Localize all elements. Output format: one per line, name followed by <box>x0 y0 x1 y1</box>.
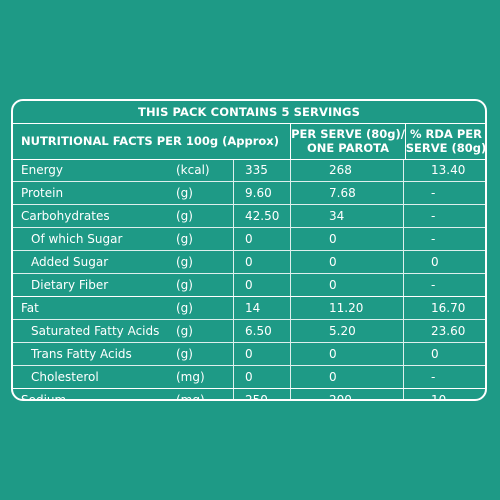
per-100g-value: 0 <box>233 343 289 365</box>
nutrient-name: Carbohydrates <box>21 209 110 223</box>
rda-value: 0 <box>431 255 439 269</box>
nutrient-name: Added Sugar <box>31 255 109 269</box>
per-serve-value: 7.68 <box>290 182 404 204</box>
rda-value: 0 <box>431 347 439 361</box>
rda-header-line1: % RDA PER <box>410 127 482 141</box>
nutrient-unit: (g) <box>176 324 193 338</box>
nutrition-facts-table: THIS PACK CONTAINS 5 SERVINGS NUTRITIONA… <box>11 99 487 401</box>
rda-header-line2: SERVE (80g) <box>405 141 487 155</box>
nutrient-unit: (g) <box>176 186 193 200</box>
row-trans-fatty-acids: Trans Fatty Acids (g) 0 0 0 <box>13 343 485 366</box>
nutrient-name: Dietary Fiber <box>31 278 109 292</box>
rda-value: - <box>431 370 436 384</box>
rda-value: - <box>431 278 436 292</box>
per-100g-value: 250 <box>233 389 289 399</box>
servings-banner: THIS PACK CONTAINS 5 SERVINGS <box>13 101 485 124</box>
nutrition-label-header: NUTRITIONAL FACTS PER 100g (Approx) <box>21 134 279 148</box>
nutrient-name: Saturated Fatty Acids <box>31 324 160 338</box>
per-serve-value: 34 <box>290 205 404 227</box>
row-cholesterol: Cholesterol (mg) 0 0 - <box>13 366 485 389</box>
nutrient-unit: (g) <box>176 255 193 269</box>
nutrient-name: Fat <box>21 301 39 315</box>
per-100g-value: 0 <box>233 228 289 250</box>
row-fat: Fat (g) 14 11.20 16.70 <box>13 297 485 320</box>
per-100g-value: 42.50 <box>233 205 289 227</box>
row-of-which-sugar: Of which Sugar (g) 0 0 - <box>13 228 485 251</box>
per-serve-value: 0 <box>290 274 404 296</box>
per-serve-value: 0 <box>290 366 404 388</box>
nutrient-name: Sodium <box>21 393 67 401</box>
row-dietary-fiber: Dietary Fiber (g) 0 0 - <box>13 274 485 297</box>
rda-value: 13.40 <box>431 163 466 177</box>
per-100g-value: 9.60 <box>233 182 289 204</box>
table-header-row: NUTRITIONAL FACTS PER 100g (Approx) PER … <box>13 123 485 160</box>
nutrient-unit: (g) <box>176 232 193 246</box>
per-100g-value: 335 <box>233 159 289 181</box>
per-serve-value: 11.20 <box>290 297 404 319</box>
rda-value: 23.60 <box>431 324 466 338</box>
per-serve-value: 200 <box>290 389 404 399</box>
per-serve-header-line1: PER SERVE (80g)/ <box>291 127 405 141</box>
rda-value: 16.70 <box>431 301 466 315</box>
rda-value: - <box>431 232 436 246</box>
per-serve-value: 5.20 <box>290 320 404 342</box>
nutrient-unit: (mg) <box>176 393 205 401</box>
rda-value: - <box>431 209 436 223</box>
nutrient-name: Protein <box>21 186 64 200</box>
per-100g-value: 14 <box>233 297 289 319</box>
nutrient-unit: (g) <box>176 209 193 223</box>
row-protein: Protein (g) 9.60 7.68 - <box>13 182 485 205</box>
per-serve-value: 268 <box>290 159 404 181</box>
row-energy: Energy (kcal) 335 268 13.40 <box>13 159 485 182</box>
per-100g-value: 0 <box>233 251 289 273</box>
nutrient-name: Of which Sugar <box>31 232 123 246</box>
per-serve-header-line2: ONE PAROTA <box>306 141 390 155</box>
rda-value: - <box>431 186 436 200</box>
row-saturated-fatty-acids: Saturated Fatty Acids (g) 6.50 5.20 23.6… <box>13 320 485 343</box>
row-added-sugar: Added Sugar (g) 0 0 0 <box>13 251 485 274</box>
per-serve-header: PER SERVE (80g)/ ONE PAROTA <box>290 123 406 159</box>
rda-value: 10 <box>431 393 447 401</box>
nutrient-unit: (g) <box>176 278 193 292</box>
per-100g-value: 0 <box>233 366 289 388</box>
rda-header: % RDA PER SERVE (80g) <box>405 123 487 159</box>
row-carbohydrates: Carbohydrates (g) 42.50 34 - <box>13 205 485 228</box>
row-sodium: Sodium (mg) 250 200 10 <box>13 389 485 401</box>
nutrient-name: Cholesterol <box>31 370 99 384</box>
nutrient-unit: (g) <box>176 347 193 361</box>
per-serve-value: 0 <box>290 343 404 365</box>
per-serve-value: 0 <box>290 228 404 250</box>
per-serve-value: 0 <box>290 251 404 273</box>
nutrient-name: Energy <box>21 163 64 177</box>
nutrient-name: Trans Fatty Acids <box>31 347 132 361</box>
nutrient-unit: (mg) <box>176 370 205 384</box>
nutrient-rows: Energy (kcal) 335 268 13.40 Protein (g) … <box>13 159 485 401</box>
nutrient-unit: (kcal) <box>176 163 210 177</box>
nutrient-unit: (g) <box>176 301 193 315</box>
per-100g-value: 6.50 <box>233 320 289 342</box>
per-100g-value: 0 <box>233 274 289 296</box>
